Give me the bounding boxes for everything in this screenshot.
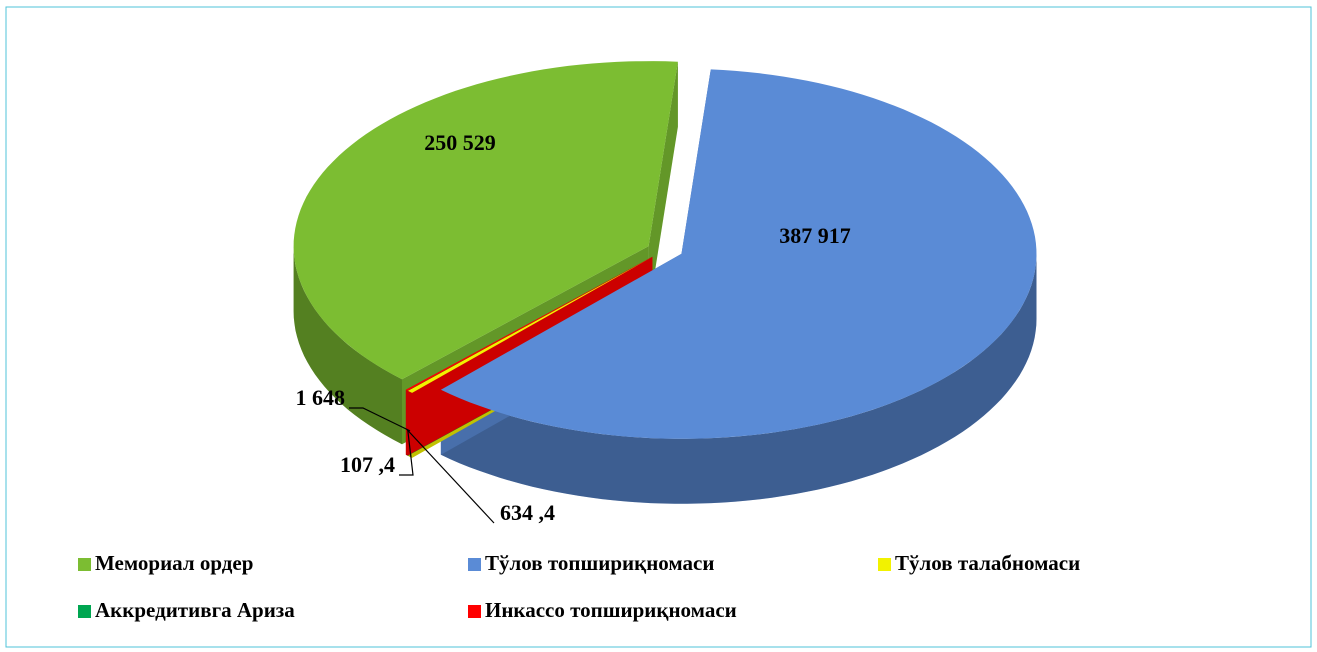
legend-swatch bbox=[468, 558, 481, 571]
legend-label: Мемориал ордер bbox=[95, 551, 253, 575]
slice bbox=[440, 69, 1037, 439]
slice-side bbox=[293, 246, 402, 445]
slice bbox=[407, 256, 653, 391]
legend-label: Инкассо топшириқномаси bbox=[485, 598, 737, 622]
slice bbox=[405, 256, 653, 391]
leader-line bbox=[406, 428, 495, 524]
chart-frame bbox=[5, 6, 1312, 648]
data-label: 250 529 bbox=[424, 130, 496, 155]
leader-line bbox=[349, 407, 411, 432]
data-label: 387 917 bbox=[779, 223, 851, 248]
legend-label: Тўлов талабномаси bbox=[895, 551, 1080, 575]
slice-side-shade bbox=[440, 253, 1037, 504]
legend-swatch bbox=[878, 558, 891, 571]
legend-swatch bbox=[468, 605, 481, 618]
slice bbox=[408, 256, 653, 393]
data-label: 107 ,4 bbox=[340, 452, 395, 477]
legend-swatch bbox=[78, 558, 91, 571]
slice-wall-shade bbox=[648, 61, 678, 312]
legend-label: Аккредитивга Ариза bbox=[95, 598, 295, 622]
data-label: 1 648 bbox=[296, 385, 346, 410]
leader-line bbox=[399, 429, 414, 476]
legend-swatch bbox=[78, 605, 91, 618]
slice-side bbox=[440, 253, 1037, 504]
legend-label: Тўлов топшириқномаси bbox=[485, 551, 714, 575]
slice bbox=[293, 61, 678, 380]
slice-wall bbox=[648, 61, 678, 312]
slice-side-shade bbox=[293, 246, 402, 445]
data-label: 634 ,4 bbox=[500, 500, 555, 525]
